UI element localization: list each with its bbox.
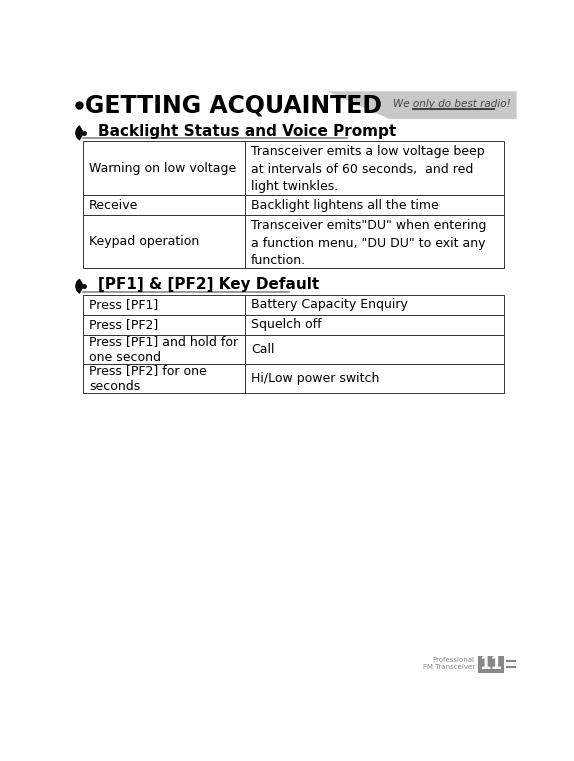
- Text: Hi/Low power switch: Hi/Low power switch: [251, 372, 379, 385]
- Text: Call: Call: [251, 342, 274, 356]
- Bar: [83, 335, 504, 364]
- Text: Keypad operation: Keypad operation: [89, 235, 199, 248]
- Text: Press [PF2] for one
seconds: Press [PF2] for one seconds: [89, 364, 207, 393]
- Text: 11: 11: [479, 655, 502, 673]
- Text: Press [PF1]: Press [PF1]: [89, 298, 158, 311]
- Bar: [83, 215, 504, 268]
- Bar: [83, 364, 504, 393]
- Polygon shape: [72, 91, 517, 119]
- Text: Professional: Professional: [433, 658, 475, 664]
- Text: GETTING ACQUAINTED: GETTING ACQUAINTED: [85, 94, 382, 118]
- Text: Warning on low voltage: Warning on low voltage: [89, 162, 236, 175]
- Text: Backlight Status and Voice Prompt: Backlight Status and Voice Prompt: [98, 124, 397, 139]
- Text: Battery Capacity Enquiry: Battery Capacity Enquiry: [251, 298, 408, 311]
- Text: Receive: Receive: [89, 199, 138, 212]
- Text: We only do best radio!: We only do best radio!: [393, 100, 510, 110]
- Bar: [83, 314, 504, 335]
- Bar: [83, 142, 504, 196]
- Text: Squelch off: Squelch off: [251, 318, 322, 331]
- Bar: [478, 656, 504, 673]
- Text: Transceiver emits a low voltage beep
at intervals of 60 seconds,  and red
light : Transceiver emits a low voltage beep at …: [251, 145, 484, 193]
- Text: Backlight lightens all the time: Backlight lightens all the time: [251, 199, 439, 212]
- Text: Press [PF2]: Press [PF2]: [89, 318, 158, 331]
- Bar: [83, 196, 504, 215]
- Text: [PF1] & [PF2] Key Default: [PF1] & [PF2] Key Default: [98, 277, 319, 292]
- Text: Transceiver emits"DU" when entering
a function menu, "DU DU" to exit any
functio: Transceiver emits"DU" when entering a fu…: [251, 219, 487, 267]
- Bar: [83, 295, 504, 314]
- Text: Press [PF1] and hold for
one second: Press [PF1] and hold for one second: [89, 335, 238, 364]
- Text: FM Transceiver: FM Transceiver: [422, 664, 475, 670]
